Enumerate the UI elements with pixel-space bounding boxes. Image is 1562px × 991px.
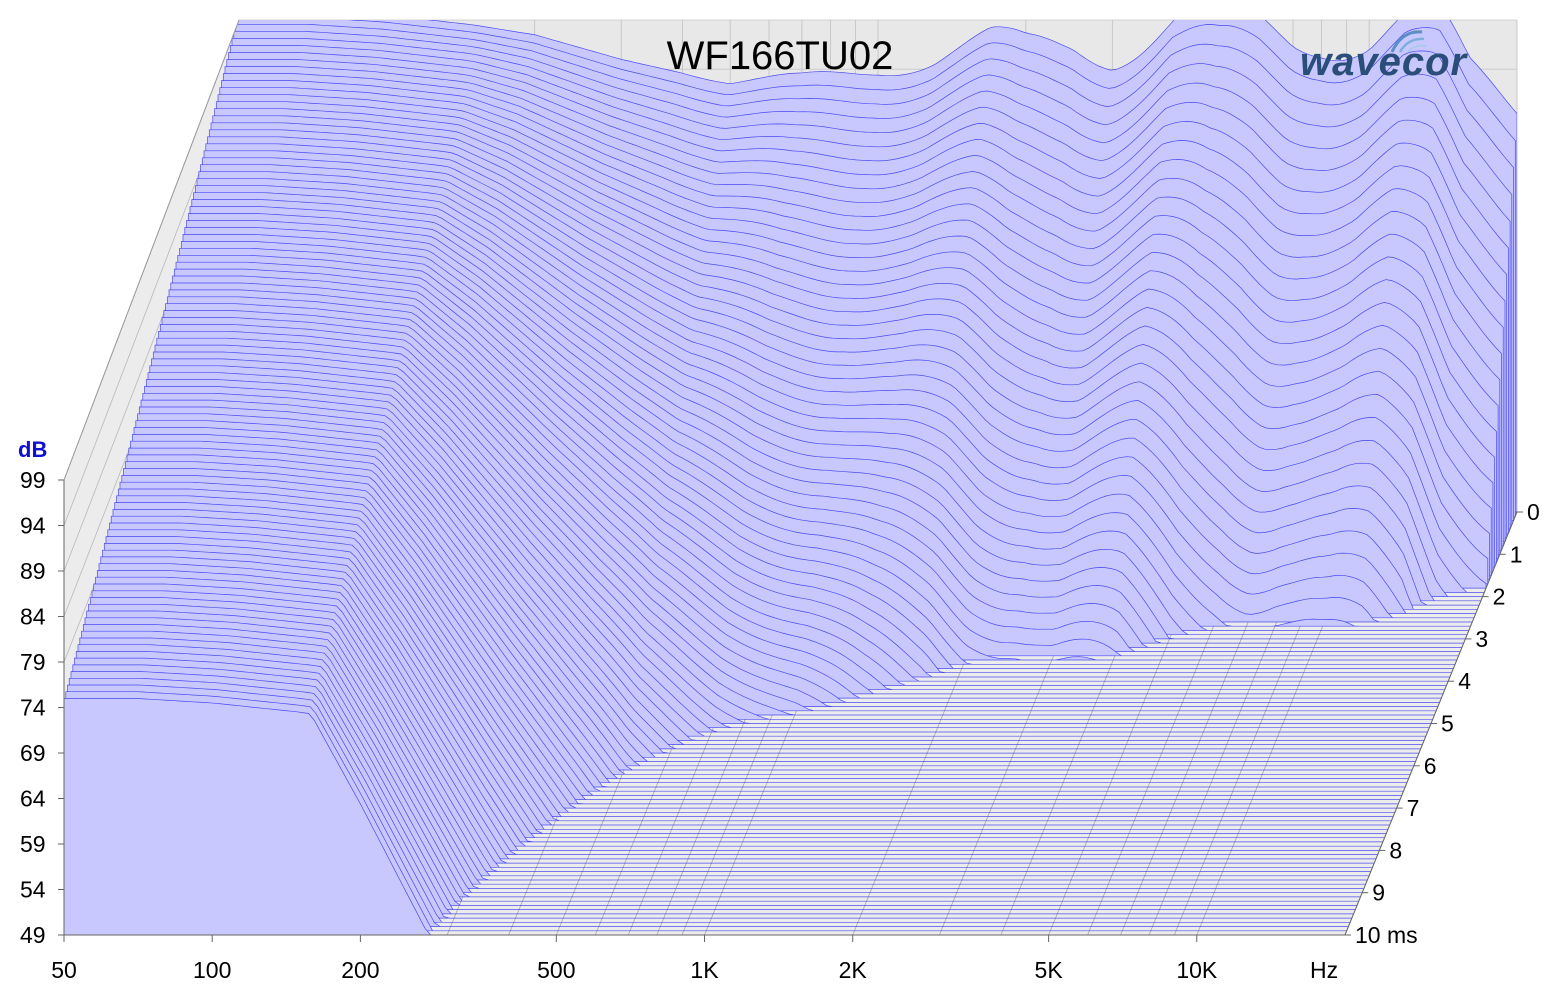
x-axis-ticks: 50 100 200 500 1K 2K 5K 10K (51, 935, 1218, 983)
z-tick-label: 4 (1458, 668, 1471, 694)
x-axis-unit: Hz (1310, 957, 1338, 983)
y-tick-label: 89 (20, 558, 46, 584)
x-tick-label: 500 (537, 957, 575, 983)
y-tick-label: 64 (20, 786, 46, 812)
x-tick-label: 10K (1176, 957, 1218, 983)
y-tick-label: 69 (20, 740, 46, 766)
waterfall-surface (64, 20, 1517, 935)
x-tick-label: 1K (690, 957, 719, 983)
brand-logo: wavecor (1300, 30, 1468, 85)
y-tick-label: 99 (20, 467, 46, 493)
y-tick-label: 54 (20, 877, 46, 903)
z-tick-label: 2 (1493, 584, 1506, 610)
y-tick-label: 49 (20, 922, 46, 948)
z-tick-label: 10 ms (1355, 922, 1418, 948)
z-tick-label: 9 (1372, 880, 1385, 906)
decay-slice (64, 698, 1345, 935)
y-tick-label: 74 (20, 695, 46, 721)
y-tick-label: 59 (20, 831, 46, 857)
x-tick-label: 5K (1035, 957, 1064, 983)
chart-title: WF166TU02 (666, 34, 894, 78)
x-tick-label: 200 (341, 957, 379, 983)
y-axis-ticks: 99 94 89 84 79 74 69 64 59 54 49 (20, 467, 64, 948)
z-tick-label: 3 (1475, 626, 1488, 652)
z-tick-label: 7 (1407, 795, 1420, 821)
z-tick-label: 1 (1510, 541, 1523, 567)
x-tick-label: 50 (51, 957, 77, 983)
y-tick-label: 79 (20, 649, 46, 675)
x-tick-label: 100 (193, 957, 231, 983)
z-tick-label: 6 (1424, 753, 1437, 779)
z-tick-label: 5 (1441, 711, 1454, 737)
z-tick-label: 0 (1527, 499, 1540, 525)
y-tick-label: 94 (20, 513, 46, 539)
wave-icon (1390, 30, 1427, 53)
brand-name: wavecor (1300, 40, 1468, 84)
x-tick-label: 2K (839, 957, 868, 983)
y-axis-label: dB (18, 437, 47, 462)
z-tick-label: 8 (1389, 837, 1402, 863)
y-tick-label: 84 (20, 604, 46, 630)
